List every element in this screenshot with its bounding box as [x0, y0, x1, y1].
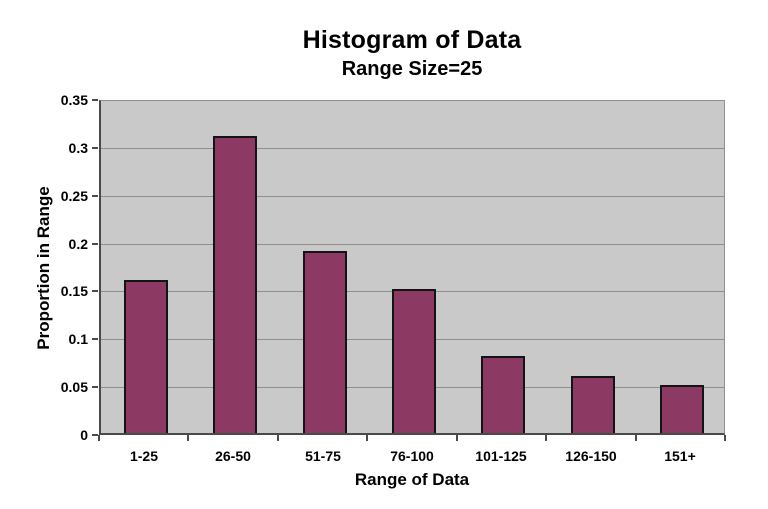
plot-area — [99, 100, 725, 435]
y-axis-title: Proportion in Range — [34, 186, 53, 350]
y-tick-label: 0.3 — [68, 140, 88, 156]
x-tick-mark — [98, 435, 100, 441]
x-tick-mark — [724, 435, 726, 441]
y-tick-label: 0.05 — [60, 379, 88, 395]
y-tick-mark — [92, 147, 98, 149]
y-tick-label: 0.1 — [68, 331, 88, 347]
y-tick-label: 0.2 — [68, 236, 88, 252]
histogram-bar — [660, 385, 704, 433]
y-tick-label: 0.15 — [60, 283, 88, 299]
y-tick-mark — [92, 99, 98, 101]
x-tick-label: 26-50 — [215, 448, 251, 464]
y-tick-mark — [92, 386, 98, 388]
y-tick-mark — [92, 195, 98, 197]
y-tick-mark — [92, 290, 98, 292]
x-tick-label: 126-150 — [565, 448, 617, 464]
gridline — [101, 148, 724, 149]
x-tick-mark — [277, 435, 279, 441]
x-tick-label: 1-25 — [129, 448, 159, 464]
histogram-bar — [213, 136, 257, 433]
x-tick-mark — [545, 435, 547, 441]
gridline — [101, 244, 724, 245]
x-tick-label: 76-100 — [390, 448, 434, 464]
histogram-bar — [392, 289, 436, 433]
y-tick-mark — [92, 243, 98, 245]
histogram-bar — [481, 356, 525, 433]
x-tick-label: 51-75 — [305, 448, 341, 464]
gridline — [101, 196, 724, 197]
chart-subtitle: Range Size=25 — [341, 58, 483, 80]
histogram-bar — [303, 251, 347, 433]
y-tick-label: 0 — [80, 427, 88, 443]
x-axis-title: Range of Data — [354, 470, 470, 489]
x-tick-label: 151+ — [664, 448, 696, 464]
x-tick-mark — [456, 435, 458, 441]
y-tick-mark — [92, 434, 98, 436]
y-tick-mark — [92, 338, 98, 340]
x-tick-mark — [635, 435, 637, 441]
histogram-bar — [571, 376, 615, 433]
x-tick-mark — [366, 435, 368, 441]
y-tick-label: 0.35 — [60, 92, 88, 108]
x-tick-label: 101-125 — [475, 448, 527, 464]
y-tick-label: 0.25 — [60, 188, 88, 204]
histogram-bar — [124, 280, 168, 433]
chart-title: Histogram of Data — [302, 26, 522, 54]
x-tick-mark — [187, 435, 189, 441]
